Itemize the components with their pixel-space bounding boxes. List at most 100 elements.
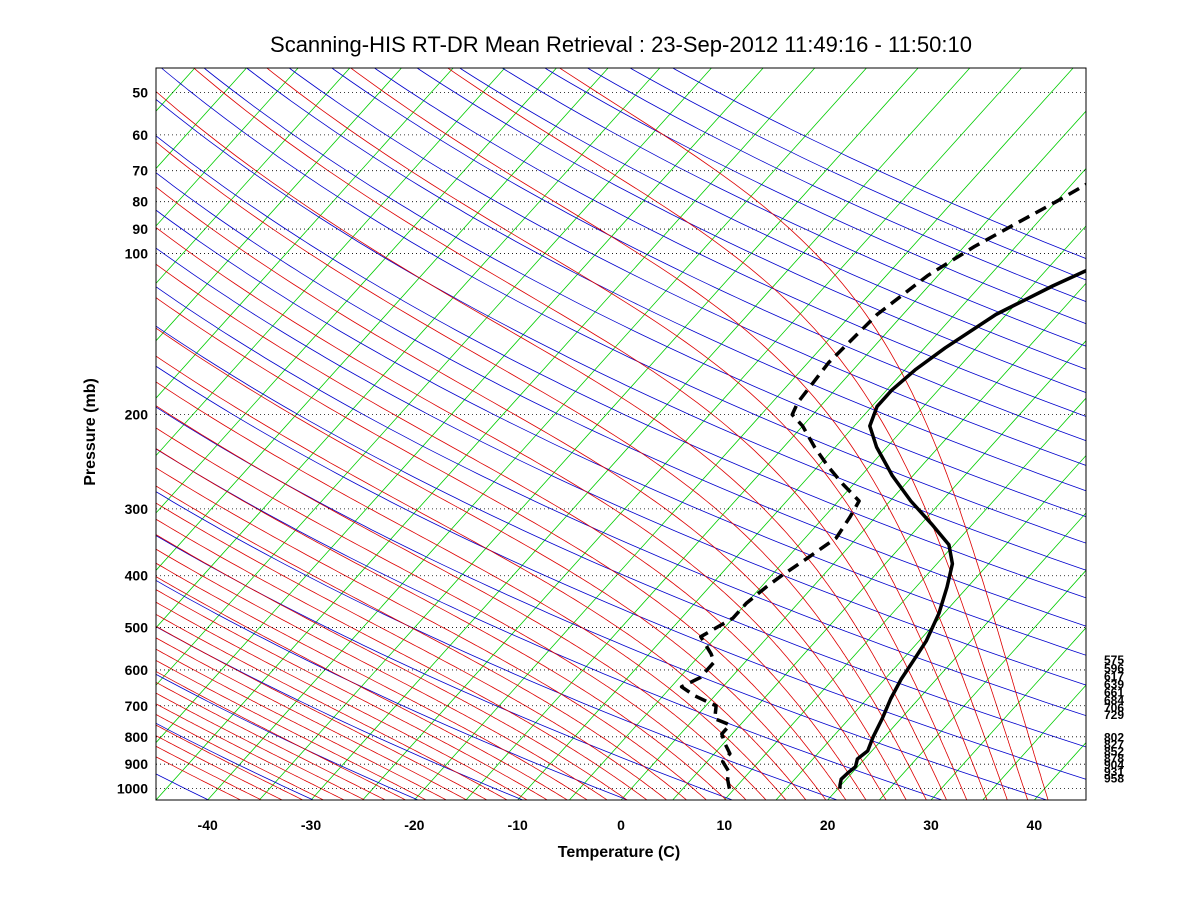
dry-adiabat-line — [156, 491, 838, 800]
isotherm-line — [620, 282, 1086, 800]
x-tick-labels: -40 -30 -20 -10 0 10 20 30 40 — [198, 817, 1043, 833]
moist-adiabat-line — [156, 576, 568, 800]
right-level-label: 684 — [1104, 693, 1124, 707]
dry-adiabat-line — [586, 68, 1086, 303]
plot-frame — [155, 67, 1087, 801]
isotherm-line — [156, 68, 609, 571]
dry-adiabat-line — [156, 172, 1086, 627]
profile-series — [679, 182, 1086, 790]
background-lines — [156, 68, 1086, 800]
x-tick-label: 40 — [1027, 817, 1043, 833]
x-tick-label: -30 — [301, 817, 321, 833]
chart-title: Scanning-HIS RT-DR Mean Retrieval : 23-S… — [270, 32, 972, 57]
right-level-label: 827 — [1104, 738, 1124, 752]
moist-adiabat-line — [156, 670, 406, 800]
right-level-label: 706 — [1104, 701, 1124, 715]
dry-adiabat-line — [156, 448, 943, 800]
moist-adiabat-line — [156, 263, 867, 800]
moist-adiabat-line — [156, 485, 687, 800]
isotherm-line — [156, 68, 299, 227]
y-tick-label: 50 — [132, 84, 148, 100]
x-tick-label: -10 — [508, 817, 528, 833]
y-tick-labels: 50 60 70 80 90 100 200 300 400 500 600 700 800 900 100… — [117, 84, 148, 796]
isotherm-line — [930, 627, 1086, 800]
x-tick-label: 30 — [923, 817, 939, 833]
moist-adiabat-line — [156, 589, 548, 800]
y-tick-label: 90 — [132, 221, 148, 237]
right-level-label: 575 — [1104, 653, 1124, 667]
moist-adiabat-line — [156, 714, 324, 800]
isotherm-line — [156, 68, 661, 629]
moist-adiabat-line — [156, 648, 447, 800]
y-tick-label: 500 — [125, 620, 149, 636]
y-tick-label: 200 — [125, 407, 149, 423]
x-tick-label: -20 — [404, 817, 424, 833]
dry-adiabat-line — [156, 135, 1086, 599]
isotherm-line — [724, 397, 1086, 800]
isotherm-line — [156, 68, 402, 342]
y-tick-label: 600 — [125, 662, 149, 678]
dry-adiabat-line — [416, 68, 1086, 393]
isotherm-line — [156, 68, 557, 514]
y-tick-label: 900 — [125, 756, 149, 772]
dry-adiabat-line — [156, 406, 1047, 800]
moist-adiabat-line — [156, 227, 887, 800]
isotherm-line — [156, 68, 506, 457]
moist-adiabat-line — [156, 745, 262, 800]
isotherm-line — [207, 68, 867, 800]
isotherm-line — [156, 68, 454, 399]
right-level-label: 596 — [1104, 661, 1124, 675]
right-level-label: 617 — [1104, 669, 1124, 683]
moist-adiabat-line — [156, 562, 588, 800]
moist-adiabat-line — [558, 68, 1049, 800]
moist-adiabat-line — [156, 355, 807, 800]
right-level-label: 802 — [1104, 730, 1124, 744]
moist-adiabat-line — [156, 637, 467, 800]
moist-adiabat-line — [350, 68, 1008, 800]
moist-adiabat-line — [156, 703, 345, 800]
right-level-label: 639 — [1104, 678, 1124, 692]
moist-adiabat-line — [156, 692, 365, 800]
temperature-profile-line — [838, 268, 1086, 789]
moist-adiabat-line — [156, 601, 528, 800]
moist-adiabat-line — [156, 659, 427, 800]
dry-adiabat-line — [373, 68, 1086, 417]
dry-adiabat-line — [671, 68, 1086, 259]
dry-adiabat-line — [458, 68, 1086, 370]
y-tick-label: 700 — [125, 698, 149, 714]
moist-adiabat-line — [156, 735, 283, 800]
moist-adiabat-line — [156, 467, 707, 800]
dry-adiabat-line — [544, 68, 1086, 325]
y-tick-label: 400 — [125, 568, 149, 584]
dry-adiabat-line — [156, 535, 733, 800]
dry-adiabat-line — [501, 68, 1086, 347]
pressure-gridlines — [156, 92, 1086, 790]
y-tick-label: 300 — [125, 501, 149, 517]
isotherm-line — [879, 569, 1086, 800]
moist-adiabat-line — [156, 448, 727, 800]
dry-adiabat-line — [246, 68, 1086, 492]
isotherm-line — [465, 110, 1086, 800]
moist-adiabat-line — [447, 68, 1029, 800]
moist-adiabat-line — [156, 381, 787, 800]
y-tick-label: 60 — [132, 127, 148, 143]
y-tick-label: 70 — [132, 163, 148, 179]
moist-adiabat-line — [156, 405, 767, 800]
dry-adiabat-line — [156, 626, 523, 800]
y-tick-label: 100 — [125, 246, 149, 262]
x-axis-label: Temperature (C) — [558, 844, 680, 861]
right-level-label: 729 — [1104, 708, 1124, 722]
moist-adiabat-line — [156, 502, 667, 800]
dry-adiabat-line — [156, 365, 1086, 780]
dry-adiabat-line — [156, 98, 1086, 571]
moist-adiabat-line — [266, 68, 988, 800]
right-level-label: 931 — [1104, 765, 1124, 779]
isotherm-line — [362, 68, 1022, 800]
moist-adiabat-line — [156, 625, 488, 800]
x-tick-label: -40 — [198, 817, 218, 833]
x-tick-label: 20 — [820, 817, 836, 833]
moist-adiabat-line — [156, 724, 303, 800]
